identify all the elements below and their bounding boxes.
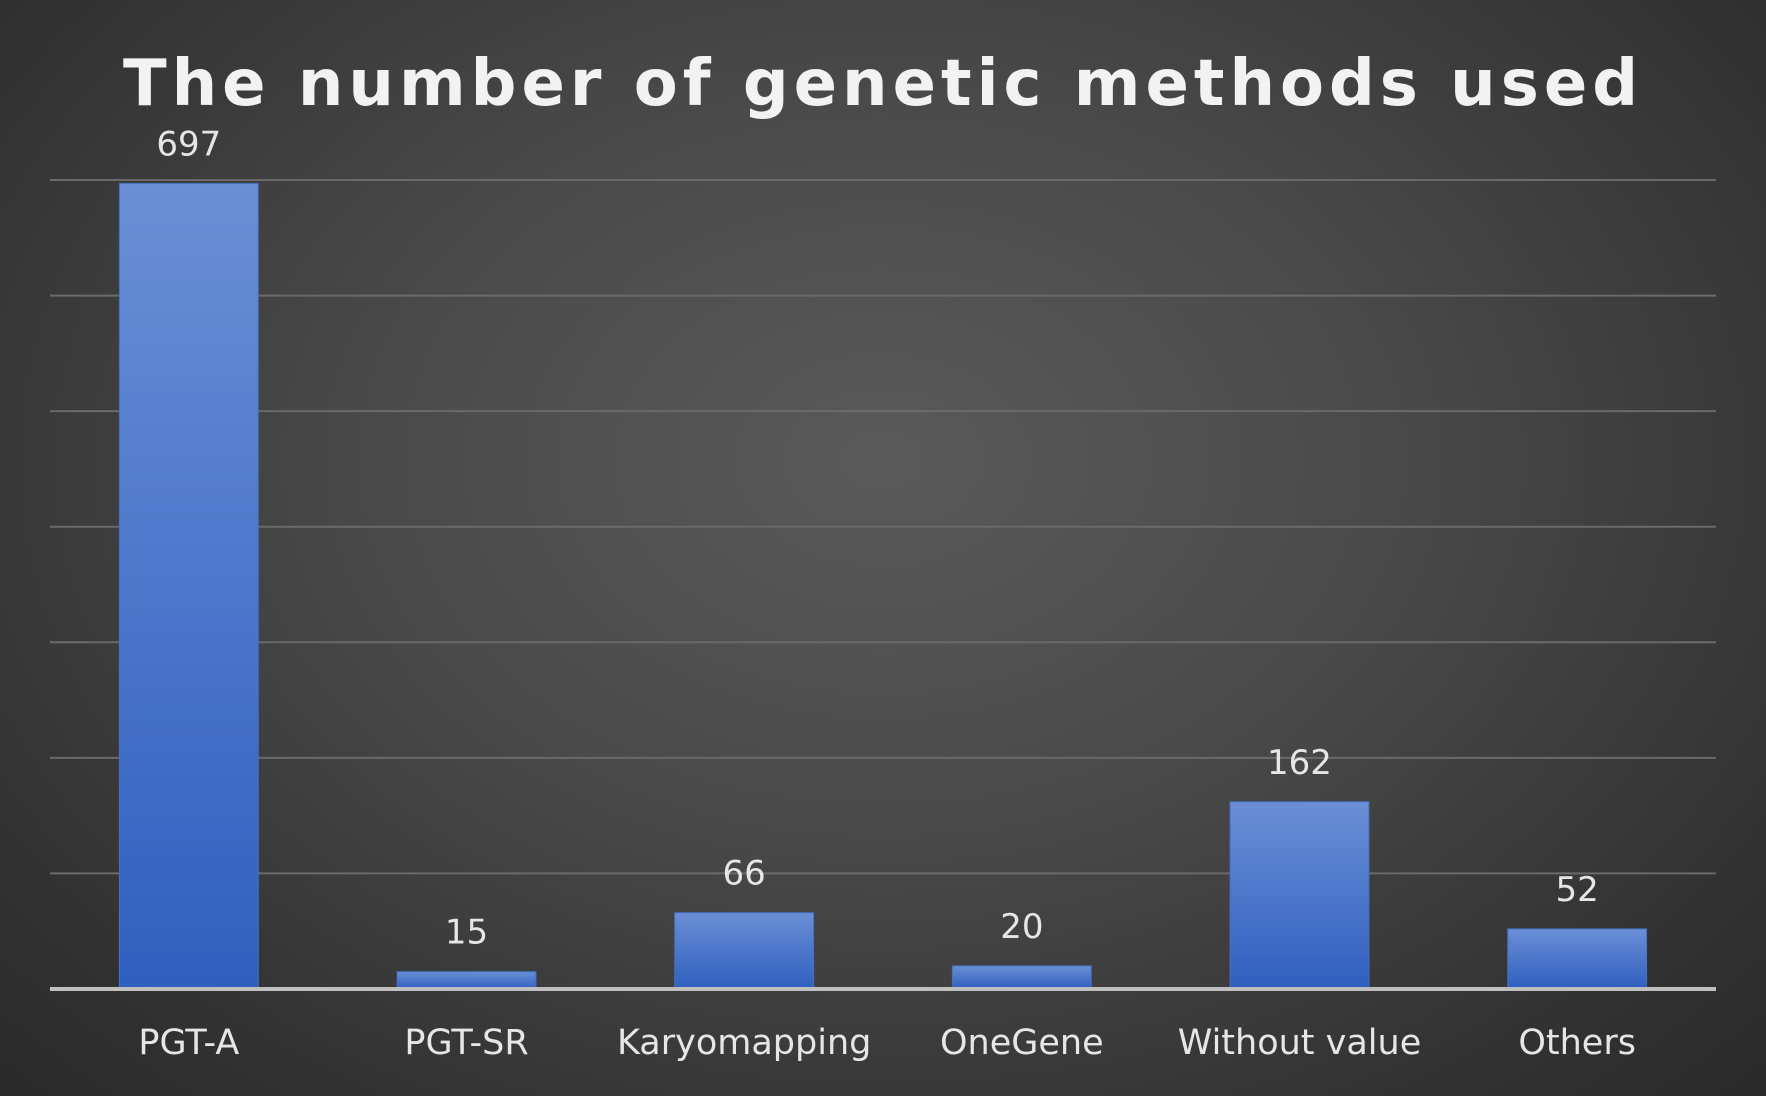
data-label: 20 [1000, 907, 1043, 947]
bar-others [1507, 928, 1648, 990]
x-tick-label: Karyomapping [617, 1023, 871, 1063]
x-axis-tick-labels: PGT-A PGT-SR Karyomapping OneGene Without va… [138, 1023, 1636, 1063]
gridlines [50, 179, 1716, 875]
data-labels: 697 15 66 20 162 52 [156, 124, 1598, 952]
data-label: 162 [1267, 743, 1332, 783]
bar-onegene [951, 965, 1092, 990]
data-label: 66 [723, 854, 766, 894]
bar-without-value [1229, 801, 1370, 990]
bars [118, 182, 1648, 990]
data-label: 52 [1556, 870, 1599, 910]
data-label: 697 [156, 124, 221, 164]
bar-pgt-sr [396, 971, 537, 990]
x-tick-label: PGT-SR [404, 1023, 528, 1063]
data-label: 15 [445, 913, 488, 953]
x-tick-label: PGT-A [138, 1023, 239, 1063]
chart-title: The number of genetic methods used [123, 47, 1643, 121]
bar-karyomapping [674, 912, 815, 990]
x-tick-label: Others [1518, 1023, 1636, 1063]
x-tick-label: OneGene [940, 1023, 1104, 1063]
x-tick-label: Without value [1178, 1023, 1422, 1063]
bar-pgt-a [118, 182, 259, 990]
